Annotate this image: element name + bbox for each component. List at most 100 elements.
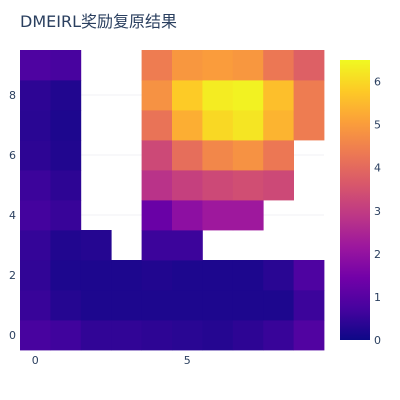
heatmap-cell-r4-c1 bbox=[50, 200, 82, 231]
colorbar-tick-label-0: 0 bbox=[374, 334, 381, 347]
heatmap-cell-r7-c4 bbox=[141, 110, 173, 141]
heatmap-cell-r6-c0 bbox=[20, 140, 51, 171]
colorbar-tick-label-5: 5 bbox=[374, 119, 381, 132]
heatmap-cell-r1-c2 bbox=[80, 290, 112, 321]
heatmap-cell-r8-c5 bbox=[172, 80, 203, 111]
heatmap-cell-r7-c1 bbox=[50, 110, 82, 141]
heatmap-cell-r4-c7 bbox=[232, 200, 264, 231]
heatmap-cell-r8-c4 bbox=[141, 80, 173, 111]
heatmap-cell-r6-c6 bbox=[202, 140, 234, 171]
chart-title: DMEIRL奖励复原结果 bbox=[20, 12, 177, 31]
heatmap-cell-r1-c0 bbox=[20, 290, 51, 321]
heatmap-cell-r5-c4 bbox=[141, 170, 173, 201]
heatmap-cell-r2-c3 bbox=[111, 260, 142, 291]
heatmap-cell-r1-c7 bbox=[232, 290, 264, 321]
colorbar-gradient bbox=[340, 60, 370, 340]
heatmap-cell-r9-c0 bbox=[20, 50, 51, 81]
heatmap-cell-r6-c8 bbox=[263, 140, 294, 171]
heatmap-cell-r9-c8 bbox=[263, 50, 294, 81]
heatmap-cell-r6-c4 bbox=[141, 140, 173, 171]
heatmap-cell-r1-c8 bbox=[263, 290, 294, 321]
heatmap-cell-r9-c5 bbox=[172, 50, 203, 81]
heatmap-cell-r8-c0 bbox=[20, 80, 51, 111]
colorbar-tick-label-4: 4 bbox=[374, 162, 381, 175]
heatmap-cell-r1-c1 bbox=[50, 290, 82, 321]
heatmap-cell-r7-c6 bbox=[202, 110, 234, 141]
heatmap-cell-r2-c4 bbox=[141, 260, 173, 291]
heatmap-cell-r0-c4 bbox=[141, 320, 173, 351]
heatmap-cell-r5-c7 bbox=[232, 170, 264, 201]
heatmap-cell-r0-c8 bbox=[263, 320, 294, 351]
heatmap-cell-r0-c9 bbox=[293, 320, 325, 351]
y-tick-label-3: 6 bbox=[9, 149, 16, 162]
heatmap-cell-r9-c9 bbox=[293, 50, 325, 81]
heatmap-cell-r5-c6 bbox=[202, 170, 234, 201]
heatmap-cell-r1-c6 bbox=[202, 290, 234, 321]
heatmap-cell-r8-c6 bbox=[202, 80, 234, 111]
heatmap-cell-r2-c0 bbox=[20, 260, 51, 291]
heatmap-cell-r3-c2 bbox=[80, 230, 112, 261]
heatmap-cell-r1-c9 bbox=[293, 290, 325, 321]
heatmap-cell-r1-c5 bbox=[172, 290, 203, 321]
heatmap-cell-r0-c0 bbox=[20, 320, 51, 351]
colorbar-tick-label-1: 1 bbox=[374, 291, 381, 304]
heatmap-cell-r4-c0 bbox=[20, 200, 51, 231]
heatmap-cell-r0-c5 bbox=[172, 320, 203, 351]
heatmap-cell-r8-c7 bbox=[232, 80, 264, 111]
heatmap-cell-r8-c8 bbox=[263, 80, 294, 111]
x-tick-label-0: 0 bbox=[32, 354, 39, 367]
heatmap-cell-r7-c9 bbox=[293, 110, 325, 141]
heatmap-cell-r0-c1 bbox=[50, 320, 82, 351]
heatmap-cell-r1-c3 bbox=[111, 290, 142, 321]
colorbar-tick-label-2: 2 bbox=[374, 248, 381, 261]
heatmap-cell-r1-c4 bbox=[141, 290, 173, 321]
heatmap-cell-r0-c7 bbox=[232, 320, 264, 351]
heatmap-cell-r9-c6 bbox=[202, 50, 234, 81]
heatmap-cell-r7-c5 bbox=[172, 110, 203, 141]
y-tick-label-0: 0 bbox=[9, 329, 16, 342]
heatmap-cell-r4-c4 bbox=[141, 200, 173, 231]
heatmap-cell-r7-c0 bbox=[20, 110, 51, 141]
heatmap-cell-r0-c6 bbox=[202, 320, 234, 351]
heatmap-cell-r5-c1 bbox=[50, 170, 82, 201]
heatmap-cell-r3-c5 bbox=[172, 230, 203, 261]
heatmap-cell-r2-c8 bbox=[263, 260, 294, 291]
heatmap-cell-r2-c7 bbox=[232, 260, 264, 291]
y-tick-label-1: 2 bbox=[9, 269, 16, 282]
heatmap-cell-r2-c2 bbox=[80, 260, 112, 291]
y-axis-ticks: 0 2 4 6 8 bbox=[9, 89, 16, 342]
heatmap-cell-r2-c9 bbox=[293, 260, 325, 291]
colorbar-ticks: 0 1 2 3 4 5 6 bbox=[374, 76, 381, 347]
heatmap-cell-r5-c0 bbox=[20, 170, 51, 201]
heatmap-cell-r8-c9 bbox=[293, 80, 325, 111]
heatmap-cell-r6-c1 bbox=[50, 140, 82, 171]
colorbar-tick-label-3: 3 bbox=[374, 205, 381, 218]
heatmap-cell-r5-c8 bbox=[263, 170, 294, 201]
heatmap-cell-r6-c5 bbox=[172, 140, 203, 171]
heatmap-cell-r0-c3 bbox=[111, 320, 142, 351]
heatmap-cell-r2-c5 bbox=[172, 260, 203, 291]
colorbar bbox=[340, 60, 370, 340]
heatmap-cell-r5-c5 bbox=[172, 170, 203, 201]
heatmap-cell-r4-c6 bbox=[202, 200, 234, 231]
heatmap-cell-r8-c1 bbox=[50, 80, 82, 111]
heatmap-cell-r9-c7 bbox=[232, 50, 264, 81]
heatmap-cell-r9-c1 bbox=[50, 50, 82, 81]
heatmap-cell-r4-c5 bbox=[172, 200, 203, 231]
heatmap-cell-r0-c2 bbox=[80, 320, 112, 351]
heatmap-cell-r3-c0 bbox=[20, 230, 51, 261]
heatmap-cells bbox=[20, 50, 325, 351]
x-tick-label-1: 5 bbox=[184, 354, 191, 367]
heatmap-cell-r2-c6 bbox=[202, 260, 234, 291]
heatmap-cell-r7-c7 bbox=[232, 110, 264, 141]
colorbar-tick-label-6: 6 bbox=[374, 76, 381, 89]
heatmap-cell-r9-c4 bbox=[141, 50, 173, 81]
y-tick-label-2: 4 bbox=[9, 209, 16, 222]
y-tick-label-4: 8 bbox=[9, 89, 16, 102]
heatmap-cell-r3-c4 bbox=[141, 230, 173, 261]
heatmap-cell-r6-c7 bbox=[232, 140, 264, 171]
heatmap-cell-r2-c1 bbox=[50, 260, 82, 291]
heatmap-cell-r3-c1 bbox=[50, 230, 82, 261]
